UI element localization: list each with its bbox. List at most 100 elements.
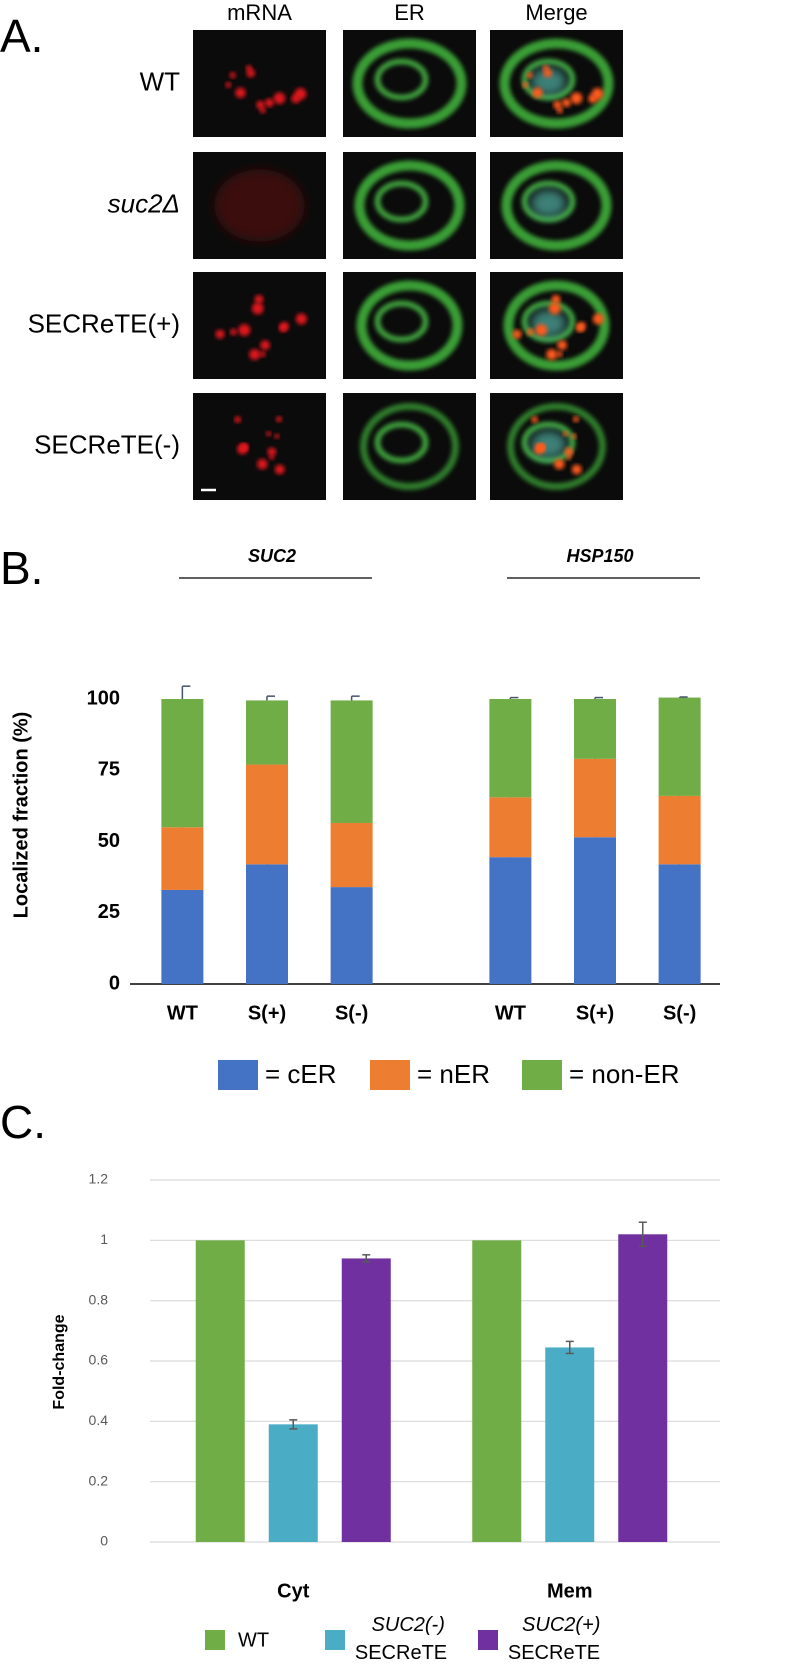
y-tick-label: 75 <box>98 759 120 781</box>
x-tick-label: Mem <box>547 1580 593 1602</box>
mrna-spot <box>273 92 286 105</box>
row-label: suc2Δ <box>108 188 180 218</box>
bar-segment <box>161 827 204 890</box>
bar <box>195 1240 245 1542</box>
nucleus <box>530 189 567 218</box>
legend-swatch <box>522 1060 562 1090</box>
mrna-spot <box>260 340 271 351</box>
image-background <box>193 272 326 379</box>
mrna-spot <box>592 313 604 325</box>
y-tick-label: 1.2 <box>89 1171 109 1187</box>
bar-segment <box>330 822 373 888</box>
micrograph <box>490 272 623 379</box>
y-axis-label: Localized fraction (%) <box>10 712 32 919</box>
panel-label: A. <box>0 10 43 62</box>
mrna-spot <box>235 87 246 99</box>
mrna-spot <box>249 349 261 361</box>
x-tick-label: S(-) <box>663 1002 696 1024</box>
legend-swatch <box>370 1060 410 1090</box>
y-tick-label: 1 <box>100 1231 108 1247</box>
micrograph <box>343 393 476 500</box>
mrna-spot <box>265 98 274 108</box>
bar-segment <box>574 758 616 838</box>
mrna-spot <box>240 443 248 452</box>
legend-label: = non-ER <box>569 1059 680 1089</box>
mrna-spot <box>532 87 543 99</box>
nuclear-er <box>374 421 429 464</box>
legend-label: = cER <box>265 1059 337 1089</box>
mrna-spot <box>259 351 266 358</box>
legend-swatch <box>205 1630 225 1650</box>
group-label: SUC2 <box>248 546 296 566</box>
legend-label: SUC2(-) SECReTE <box>355 1614 451 1664</box>
micrograph <box>193 30 326 137</box>
nuclear-er <box>521 180 576 223</box>
y-tick-label: 0 <box>109 972 120 994</box>
mrna-spot <box>265 431 272 437</box>
micrograph <box>343 152 476 259</box>
mrna-spot <box>229 72 236 79</box>
mrna-spot <box>553 100 562 110</box>
micrograph <box>490 152 623 259</box>
bar <box>341 1258 391 1542</box>
bar <box>618 1234 668 1542</box>
mrna-spot <box>548 302 561 315</box>
mrna-spot <box>259 107 266 114</box>
bar-segment <box>574 699 616 759</box>
mrna-spot <box>571 433 577 439</box>
mrna-spot <box>257 458 268 470</box>
y-tick-label: 0.2 <box>89 1472 109 1488</box>
mrna-spot <box>562 98 571 108</box>
nuclear-er <box>521 58 576 101</box>
nuclear-er <box>374 58 429 101</box>
micrograph <box>343 272 476 379</box>
mrna-spot <box>576 321 586 331</box>
bar-segment <box>489 699 532 798</box>
er-ring <box>360 403 459 490</box>
mrna-spot <box>535 324 548 337</box>
mrna-spot <box>591 87 604 100</box>
y-tick-label: 50 <box>98 830 120 852</box>
mrna-spot <box>551 294 561 304</box>
bar-segment <box>330 887 373 984</box>
legend-swatch <box>325 1630 345 1650</box>
legend-swatch <box>478 1630 498 1650</box>
mrna-spot <box>254 294 264 304</box>
faint-signal <box>214 169 305 242</box>
bar-segment <box>161 889 204 984</box>
bar-segment <box>246 764 288 865</box>
mrna-spot <box>245 65 253 72</box>
mrna-spot <box>531 416 538 423</box>
mrna-spot <box>294 87 307 100</box>
y-tick-label: 0.8 <box>89 1291 109 1307</box>
mrna-spot <box>522 82 529 88</box>
mrna-spot <box>554 458 565 470</box>
micrograph <box>193 393 326 500</box>
micrograph <box>490 393 623 500</box>
er-ring <box>352 38 467 129</box>
y-tick-label: 25 <box>98 901 120 923</box>
x-tick-label: WT <box>167 1002 198 1024</box>
er-ring <box>501 160 612 251</box>
mrna-spot <box>274 433 280 439</box>
bar <box>545 1347 595 1542</box>
y-tick-label: 0.6 <box>89 1352 109 1368</box>
y-axis-label: Fold-change <box>51 1314 68 1409</box>
legend-label: WT <box>238 1629 269 1651</box>
bar-segment <box>489 857 532 984</box>
column-header: Merge <box>525 0 587 25</box>
bar-segment <box>246 700 288 765</box>
bar-segment <box>246 864 288 984</box>
y-tick-label: 0 <box>100 1533 108 1549</box>
mrna-spot <box>526 72 533 79</box>
mrna-spot <box>215 329 225 339</box>
image-background <box>193 30 326 137</box>
mrna-spot <box>512 329 522 339</box>
mrna-spot <box>572 416 579 423</box>
mrna-spot <box>274 464 285 475</box>
mrna-spot <box>225 82 232 88</box>
mrna-spot <box>279 321 289 331</box>
mrna-spot <box>556 351 563 358</box>
nuclear-er <box>521 300 576 343</box>
bar-segment <box>330 700 373 823</box>
